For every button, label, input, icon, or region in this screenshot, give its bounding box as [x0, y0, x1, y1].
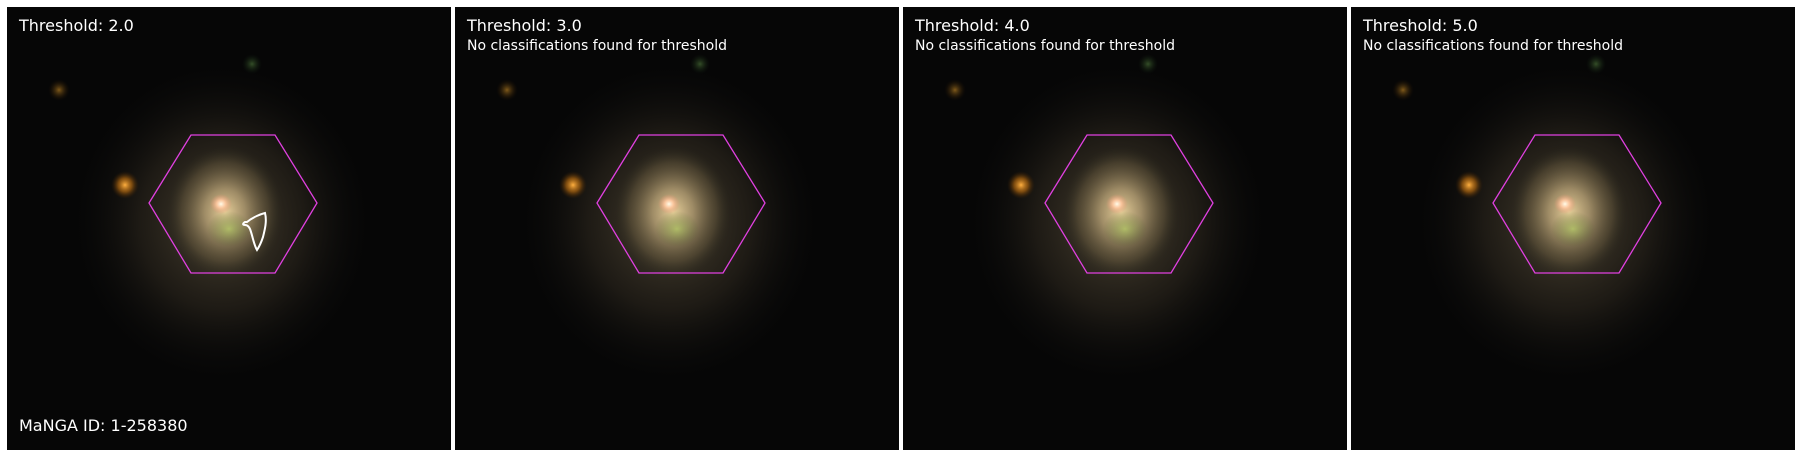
ifu-hexagon — [1492, 134, 1662, 274]
galaxy-image — [455, 7, 899, 450]
ifu-hexagon — [148, 134, 318, 274]
galaxy-image — [7, 7, 451, 450]
no-classifications-note: No classifications found for threshold — [915, 38, 1175, 54]
galaxy-image — [903, 7, 1347, 450]
threshold-label: Threshold: 4.0 — [915, 16, 1030, 35]
image-panel-threshold-3: Threshold: 3.0 No classifications found … — [455, 7, 899, 450]
image-panel-threshold-2: Threshold: 2.0 MaNGA ID: 1-258380 — [7, 7, 451, 450]
classification-contour — [242, 211, 267, 252]
no-classifications-note: No classifications found for threshold — [1363, 38, 1623, 54]
threshold-label: Threshold: 2.0 — [19, 16, 134, 35]
image-panel-threshold-4: Threshold: 4.0 No classifications found … — [903, 7, 1347, 450]
threshold-label: Threshold: 5.0 — [1363, 16, 1478, 35]
ifu-hexagon — [1044, 134, 1214, 274]
manga-id-label: MaNGA ID: 1-258380 — [19, 416, 188, 435]
galaxy-image — [1351, 7, 1795, 450]
no-classifications-note: No classifications found for threshold — [467, 38, 727, 54]
threshold-label: Threshold: 3.0 — [467, 16, 582, 35]
ifu-hexagon — [596, 134, 766, 274]
image-panel-threshold-5: Threshold: 5.0 No classifications found … — [1351, 7, 1795, 450]
